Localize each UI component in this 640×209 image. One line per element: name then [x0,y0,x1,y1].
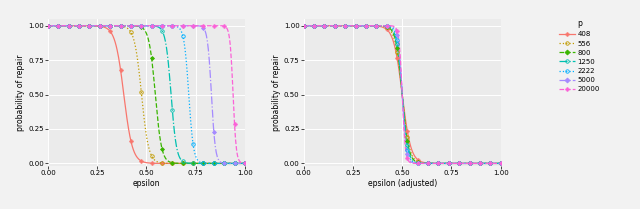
Legend: 408, 556, 800, 1250, 2222, 5000, 20000: 408, 556, 800, 1250, 2222, 5000, 20000 [559,19,600,92]
X-axis label: epsilon (adjusted): epsilon (adjusted) [367,179,437,188]
X-axis label: epsilon: epsilon [132,179,160,188]
Y-axis label: probability of repair: probability of repair [272,54,281,131]
Y-axis label: probability of repair: probability of repair [16,54,26,131]
